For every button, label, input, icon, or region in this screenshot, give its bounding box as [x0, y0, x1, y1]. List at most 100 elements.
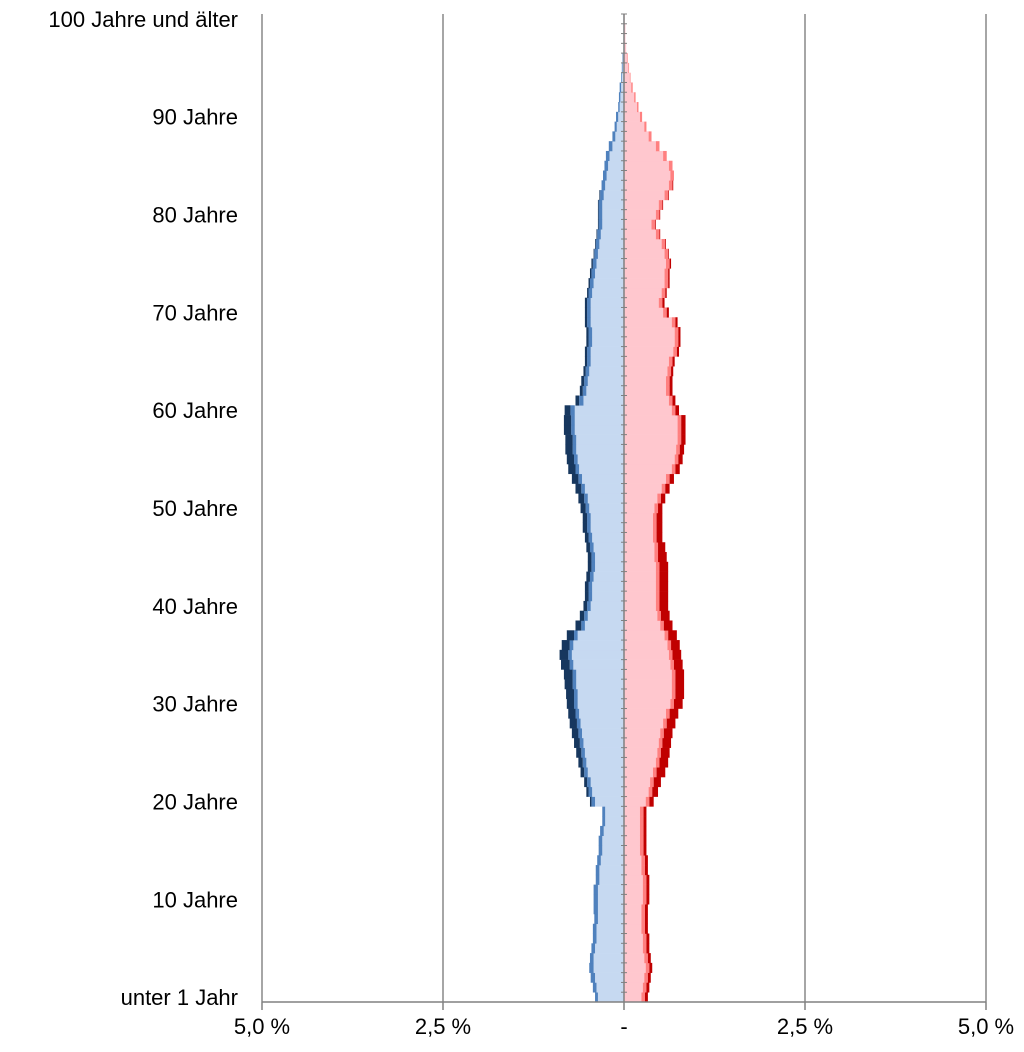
bar-right-base-age-88 — [624, 131, 649, 142]
bar-right-base-age-14 — [624, 855, 642, 866]
bar-left-base-age-80 — [602, 209, 624, 220]
bar-right-dark-age-44 — [659, 561, 669, 572]
bar-left-mid-age-12 — [595, 874, 600, 885]
bar-right-base-age-31 — [624, 688, 672, 700]
bar-left-dark-age-55 — [566, 454, 575, 465]
bar-right-mid-age-45 — [654, 552, 659, 563]
bar-right-mid-age-20 — [645, 796, 650, 807]
bar-right-base-age-49 — [624, 512, 653, 523]
bar-left-base-age-47 — [592, 532, 624, 543]
bar-left-mid-age-93 — [619, 82, 622, 93]
bar-right-base-age-10 — [624, 894, 643, 905]
bar-left-base-age-90 — [618, 111, 624, 122]
bar-left-dark-age-40 — [583, 600, 588, 612]
bar-right-dark-age-12 — [646, 874, 650, 885]
x-tick-label-0: 5,0 % — [234, 1014, 290, 1039]
bar-right-base-age-39 — [624, 610, 658, 621]
bar-right-mid-age-3 — [645, 962, 650, 973]
bar-left-mid-age-6 — [592, 933, 597, 944]
bar-right-base-age-53 — [624, 473, 666, 484]
bar-right-mid-age-46 — [654, 542, 659, 553]
bar-right-dark-age-26 — [662, 737, 672, 748]
bar-left-base-age-86 — [609, 150, 624, 162]
bar-left-base-age-26 — [583, 737, 624, 748]
bar-left-dark-age-31 — [566, 688, 575, 700]
bar-left-dark-age-39 — [579, 610, 585, 621]
bar-right-base-age-51 — [624, 493, 658, 504]
bar-left-mid-age-92 — [618, 92, 621, 103]
bar-left-mid-age-64 — [585, 366, 590, 377]
bar-right-base-age-55 — [624, 454, 675, 465]
bar-right-base-age-66 — [624, 346, 674, 357]
bar-left-dark-age-65 — [584, 356, 588, 367]
bar-right-dark-age-45 — [658, 552, 667, 563]
bar-left-base-age-89 — [616, 121, 624, 132]
bar-left-mid-age-5 — [591, 943, 596, 954]
bar-left-dark-age-28 — [569, 718, 577, 729]
bar-left-dark-age-41 — [584, 591, 589, 602]
bar-right-dark-age-17 — [643, 825, 647, 837]
bar-left-mid-age-36 — [569, 640, 574, 651]
bar-left-mid-age-43 — [589, 571, 594, 582]
bar-right-base-age-89 — [624, 121, 645, 132]
bar-left-base-age-31 — [577, 688, 624, 700]
bar-right-dark-age-36 — [671, 640, 680, 651]
bar-right-mid-age-4 — [644, 953, 648, 964]
bar-right-base-age-4 — [624, 953, 645, 964]
bar-left-dark-age-48 — [582, 522, 588, 533]
bar-right-mid-age-43 — [655, 571, 660, 582]
bar-right-base-age-79 — [624, 219, 652, 230]
bar-right-base-age-54 — [624, 463, 672, 475]
bar-left-dark-age-51 — [578, 493, 585, 504]
bar-right-base-age-84 — [624, 170, 671, 181]
bar-left-base-age-30 — [577, 698, 624, 709]
bar-right-base-age-70 — [624, 307, 664, 318]
bar-left-base-age-88 — [615, 131, 624, 142]
bar-right-mid-age-50 — [654, 503, 659, 514]
bar-left-mid-age-58 — [571, 424, 575, 435]
bar-right-base-age-23 — [624, 767, 653, 778]
bar-left-mid-age-45 — [591, 552, 596, 563]
bar-left-dark-age-26 — [574, 737, 580, 748]
bar-left-dark-age-66 — [584, 346, 588, 357]
bar-right-dark-age-29 — [669, 708, 679, 719]
bar-left-base-age-50 — [589, 503, 624, 514]
bar-right-dark-age-50 — [658, 503, 663, 514]
bar-left-mid-age-72 — [588, 287, 593, 298]
bar-right-base-age-65 — [624, 356, 669, 367]
bar-right-mid-age-87 — [655, 141, 660, 152]
bar-left-base-age-67 — [592, 336, 624, 347]
bar-right-mid-age-27 — [660, 728, 664, 739]
bar-left-dark-age-73 — [588, 278, 590, 289]
y-tick-label-1: 10 Jahre — [152, 887, 238, 912]
bar-left-base-age-66 — [590, 346, 624, 357]
bar-right-base-age-80 — [624, 209, 656, 220]
bar-right-dark-age-32 — [675, 679, 685, 690]
bar-left-dark-age-45 — [587, 552, 592, 563]
bar-left-dark-age-53 — [571, 473, 579, 484]
bar-left-mid-age-32 — [572, 679, 577, 690]
bar-right-dark-age-6 — [646, 933, 650, 944]
label-layer: 5,0 % 2,5 % - 2,5 % 5,0 % unter 1 Jahr 10 Jahr… — [48, 7, 1014, 1039]
bar-right-mid-age-84 — [670, 170, 674, 181]
bar-right-mid-age-95 — [628, 62, 630, 73]
bar-right-base-age-1 — [624, 982, 643, 993]
bar-left-mid-age-71 — [587, 297, 591, 308]
bar-right-dark-age-68 — [678, 327, 681, 338]
bar-right-dark-age-13 — [644, 865, 648, 876]
bar-left-mid-age-50 — [585, 503, 590, 514]
bar-right-mid-age-2 — [644, 972, 648, 983]
bar-left-dark-age-81 — [597, 199, 599, 210]
bar-right-mid-age-67 — [674, 336, 679, 347]
bar-left-base-age-57 — [576, 434, 624, 445]
bar-left-base-age-35 — [571, 649, 624, 660]
bar-left-mid-age-4 — [589, 953, 594, 964]
bar-right-dark-age-27 — [663, 728, 673, 739]
bar-left-base-age-76 — [597, 248, 624, 259]
bar-left-base-age-46 — [593, 542, 624, 553]
bar-right-base-age-27 — [624, 728, 661, 739]
bar-left-base-age-36 — [573, 640, 624, 651]
bar-left-base-age-87 — [612, 141, 624, 152]
bar-left-base-age-45 — [595, 552, 624, 563]
